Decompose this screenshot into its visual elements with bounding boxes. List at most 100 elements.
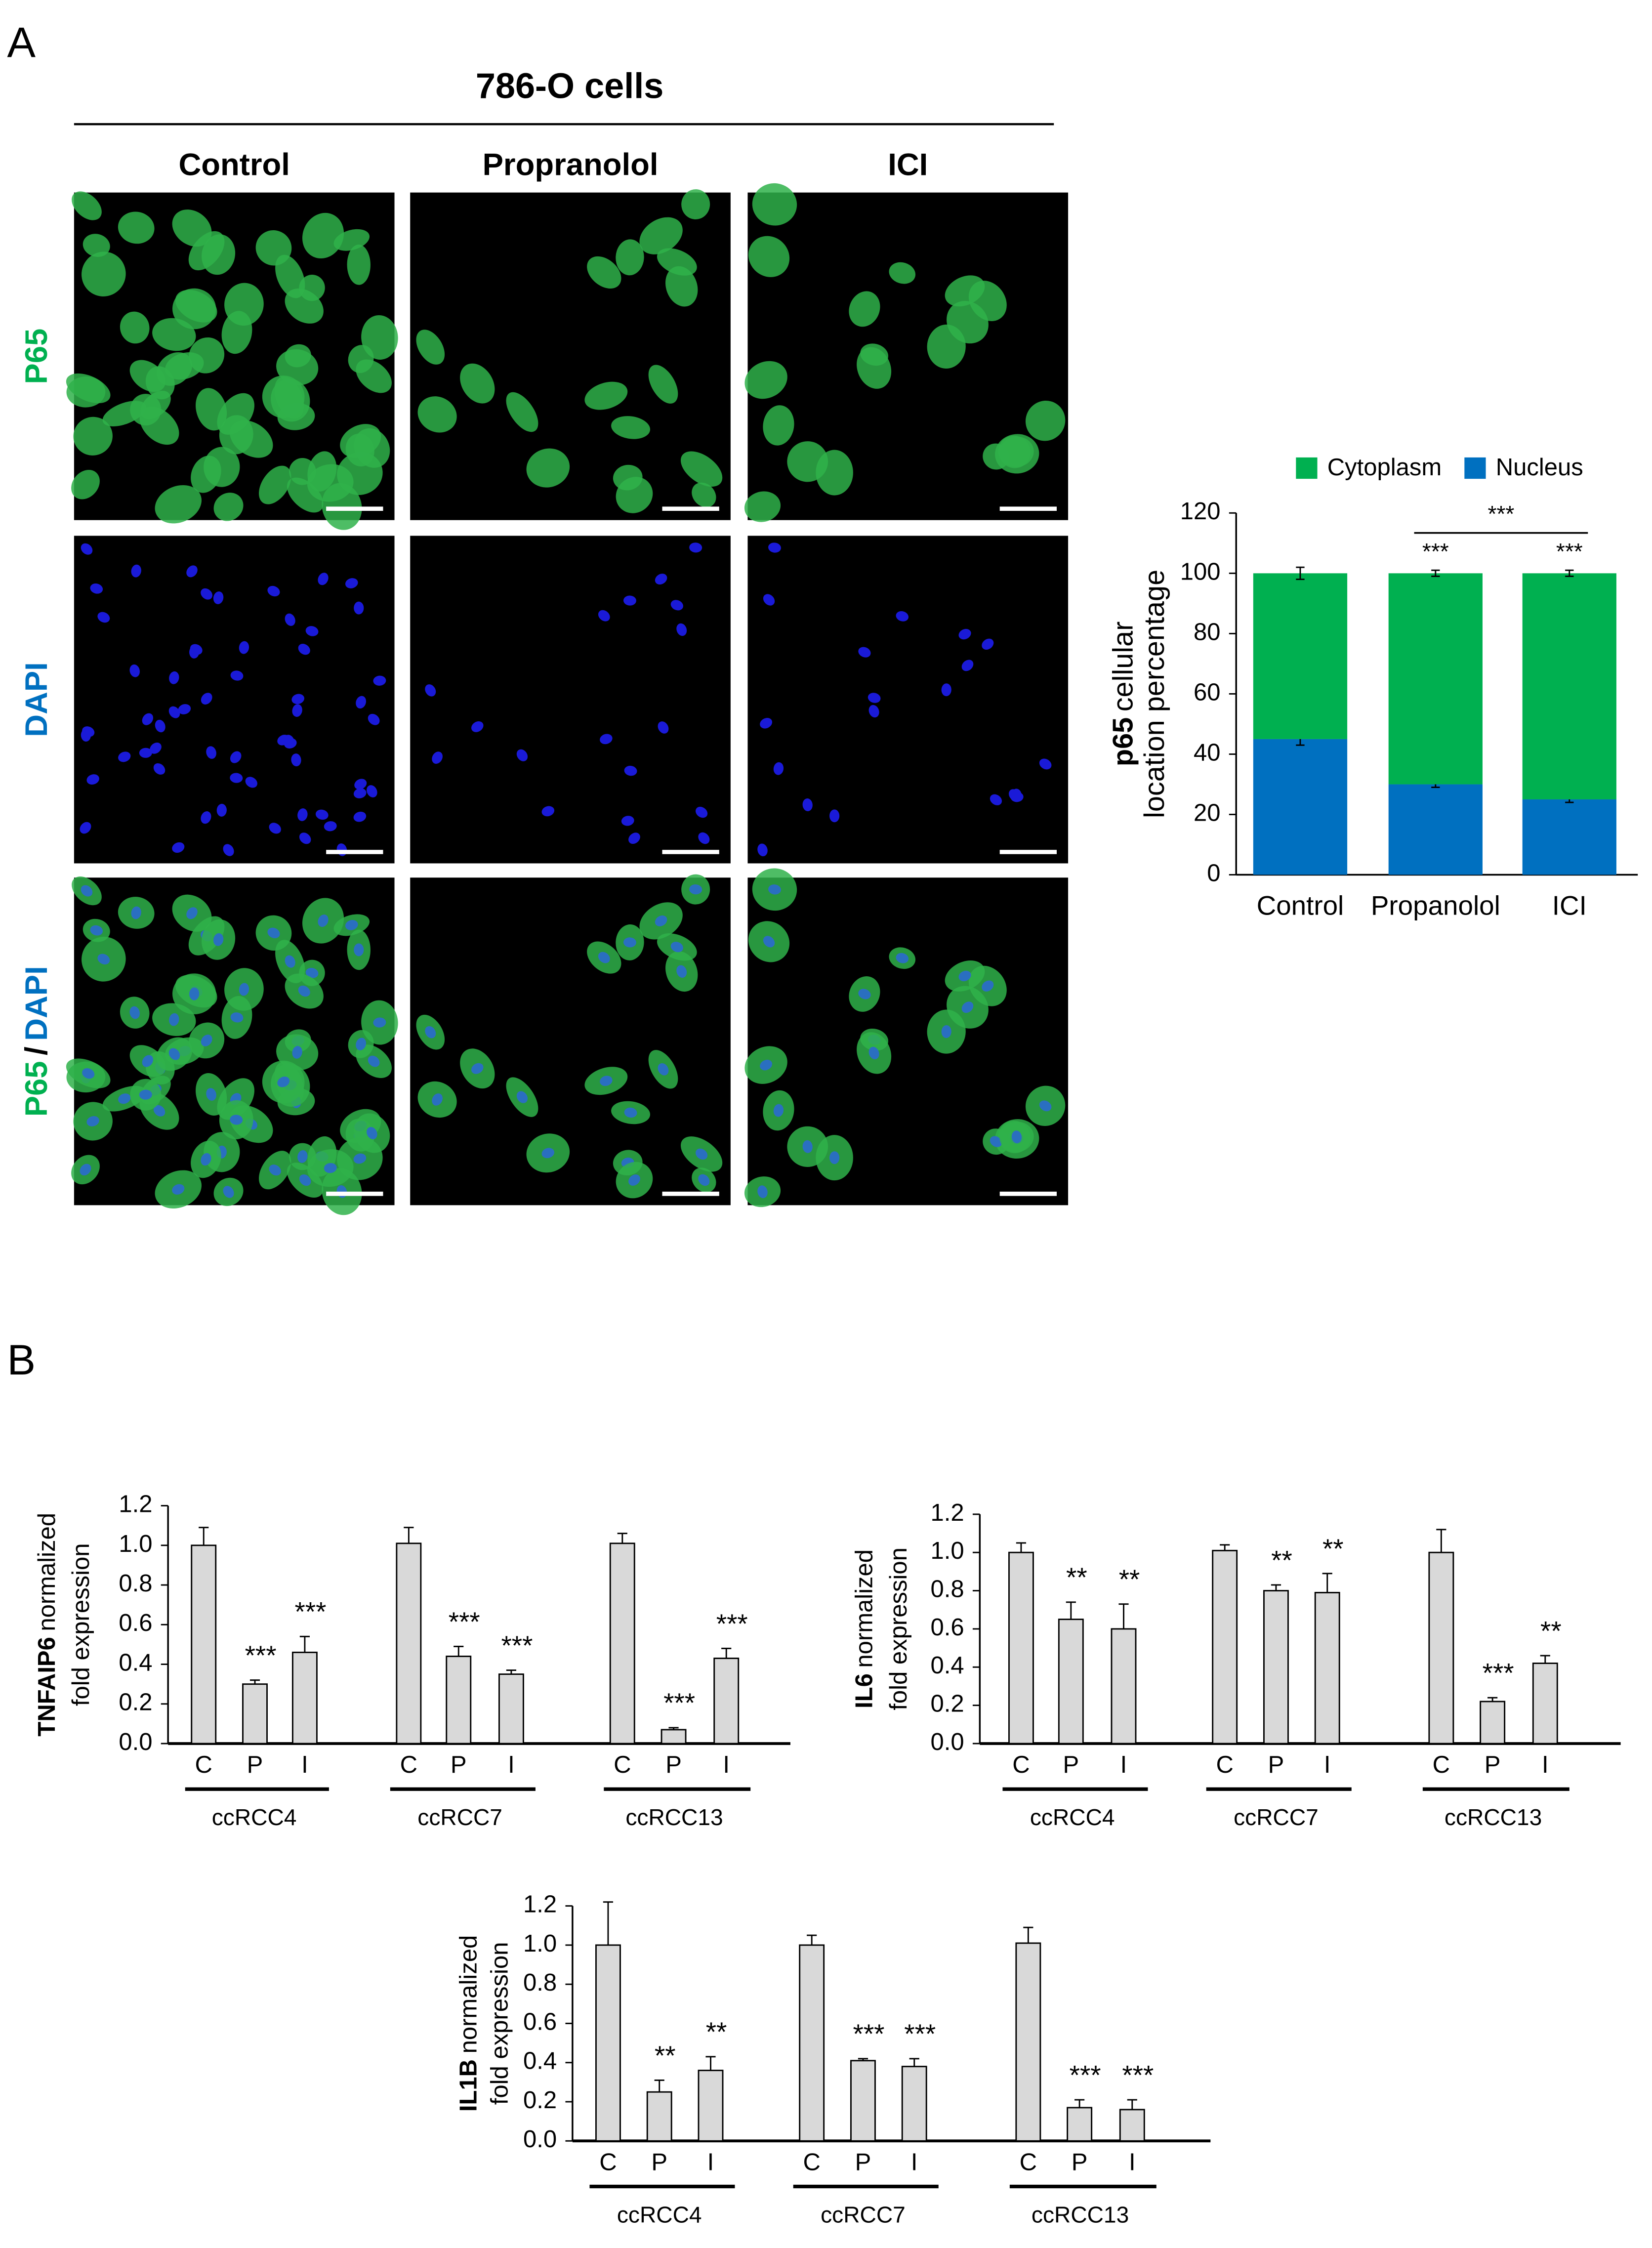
- y-tick-label: 120: [1180, 498, 1221, 525]
- bar: [1428, 1551, 1454, 1745]
- nucleus: [81, 885, 93, 897]
- significance: ***: [1070, 2059, 1101, 2090]
- error-bar: [404, 1527, 414, 1543]
- x-tick-label: I: [1129, 2149, 1136, 2175]
- nucleus: [201, 588, 212, 600]
- significance: ***: [245, 1640, 277, 1670]
- nucleus: [990, 794, 1002, 805]
- nucleus: [269, 1165, 281, 1176]
- error-bar: [807, 1934, 817, 1945]
- cell: [120, 311, 150, 344]
- error-bar: [858, 2058, 868, 2061]
- group-label: ccRCC13: [1445, 1804, 1542, 1830]
- error-bar: [1436, 1529, 1446, 1553]
- error-bar: [909, 2058, 919, 2067]
- y-axis-label: fold expression: [68, 1543, 94, 1707]
- y-tick-label: 0.8: [119, 1570, 152, 1597]
- y-tick-label: 0.0: [931, 1729, 964, 1755]
- nucleus: [896, 611, 909, 622]
- cell: [763, 405, 794, 446]
- nucleus: [689, 542, 702, 553]
- nucleus: [186, 565, 198, 578]
- nucleus: [368, 1055, 380, 1067]
- y-axis-label: TNFAIP6 normalized: [34, 1513, 60, 1737]
- y-axis-label-text: normalized: [851, 1549, 878, 1668]
- nucleus: [186, 907, 198, 919]
- nucleus: [368, 713, 380, 725]
- significance: ***: [663, 1687, 695, 1718]
- nucleus: [941, 683, 951, 697]
- nucleus: [118, 751, 131, 762]
- nucleus: [129, 664, 140, 677]
- nucleus: [941, 1025, 951, 1038]
- nucleus: [90, 583, 103, 594]
- nucleus: [829, 809, 840, 823]
- nucleus: [373, 675, 386, 686]
- y-tick-label: 0.8: [931, 1576, 964, 1603]
- legend-swatch: [1296, 457, 1318, 479]
- nucleus: [670, 942, 683, 953]
- nucleus: [155, 719, 165, 733]
- y-axis-label-bold: IL1B: [455, 2059, 482, 2112]
- bar: [1263, 1590, 1289, 1745]
- nucleus: [131, 564, 141, 578]
- cell: [416, 330, 445, 365]
- y-tick-label: 0.6: [119, 1610, 152, 1636]
- nucleus: [230, 773, 243, 783]
- nucleus: [189, 987, 200, 1000]
- nucleus: [760, 718, 773, 729]
- bar: [646, 2091, 672, 2142]
- nucleus: [621, 816, 634, 826]
- cell: [219, 415, 253, 455]
- nucleus: [353, 788, 367, 798]
- nucleus: [298, 985, 310, 997]
- nucleus: [297, 1150, 308, 1163]
- cells: [66, 191, 398, 530]
- nucleus: [245, 777, 257, 788]
- nucleus: [239, 641, 249, 654]
- bar-segment: [1253, 739, 1348, 875]
- nucleus: [86, 1116, 99, 1126]
- nucleus: [763, 936, 775, 948]
- y-tick-label: 0.8: [523, 1969, 557, 1996]
- y-tick-label: 0.4: [119, 1649, 152, 1676]
- error-bar: [1127, 2099, 1137, 2110]
- row-label-part: DAPI: [19, 966, 54, 1041]
- nucleus: [541, 1148, 555, 1159]
- row-label: P65: [19, 329, 54, 384]
- cell: [361, 315, 398, 360]
- error-bar: [1074, 2099, 1085, 2108]
- nucleus: [760, 1059, 773, 1071]
- nucleus: [142, 1055, 154, 1067]
- nucleus: [1011, 1130, 1022, 1144]
- nucleus: [696, 806, 708, 818]
- cell: [611, 416, 650, 439]
- cell: [262, 375, 305, 418]
- nucleus: [696, 1148, 708, 1160]
- y-tick-label: 1.0: [931, 1538, 964, 1564]
- nucleus: [982, 638, 994, 650]
- bar: [1314, 1592, 1340, 1745]
- legend-label: Nucleus: [1496, 454, 1583, 481]
- nucleus: [201, 1153, 211, 1166]
- nucleus: [624, 1107, 637, 1118]
- x-tick-label: C: [803, 2149, 820, 2175]
- y-axis-label-text: normalized: [455, 1935, 482, 2054]
- cell: [526, 448, 570, 488]
- x-tick-label: C: [400, 1751, 417, 1778]
- y-tick-label: 0.2: [931, 1691, 964, 1717]
- cell: [849, 291, 880, 327]
- nucleus: [315, 809, 329, 820]
- nucleus: [961, 660, 974, 671]
- x-tick-label: P: [855, 2149, 871, 2175]
- error-bar: [1322, 1573, 1332, 1593]
- x-tick-label: I: [301, 1751, 308, 1778]
- significance: ***: [904, 2018, 936, 2049]
- nucleus: [802, 798, 813, 811]
- cell: [460, 363, 495, 404]
- nucleus: [868, 1046, 879, 1060]
- bar: [713, 1658, 740, 1745]
- nucleus: [670, 600, 683, 611]
- nucleus: [356, 1038, 367, 1050]
